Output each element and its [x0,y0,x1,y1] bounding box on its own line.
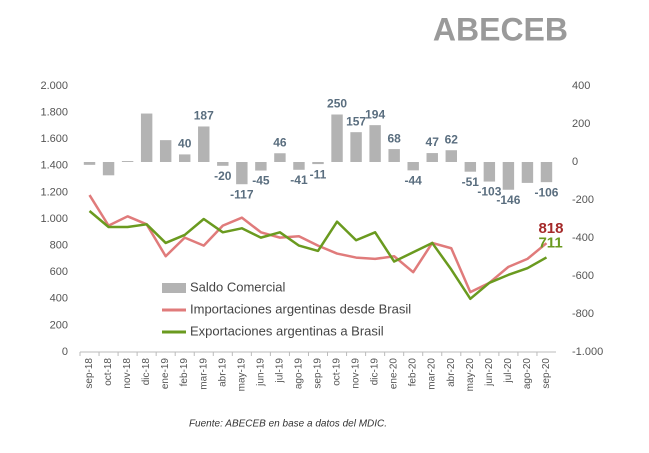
bar [445,150,457,162]
bar [198,126,210,162]
bar [521,162,534,183]
bar-value-label: 157 [346,114,366,128]
bar [331,114,343,162]
line [88,194,548,294]
bar-value-label: -45 [252,174,270,188]
y2-tick-label: 0 [572,156,578,168]
bar-value-label: -11 [310,167,327,181]
x-tick-label: dic-18 [141,358,152,386]
source-note: Fuente: ABECEB en base a datos del MDIC. [189,419,387,430]
bar [102,162,115,176]
y-tick-label: 1.000 [40,213,68,225]
bar [312,162,324,165]
x-tick-label: ene-19 [160,358,171,390]
bar [369,125,381,162]
bar [121,161,134,162]
bar-value-label: -51 [462,175,480,189]
bar-value-label: -117 [230,187,254,201]
x-tick-label: may-20 [465,358,476,392]
bar [179,154,191,162]
x-tick-label: ago-20 [522,358,533,390]
bar [293,162,305,170]
x-tick-label: oct-19 [332,358,343,386]
y-tick-label: 1.200 [40,186,68,198]
y-tick-label: 0 [62,346,68,358]
y2-tick-label: -200 [572,194,594,206]
line [88,210,548,301]
x-tick-label: nov-19 [351,358,362,389]
x-tick-label: feb-20 [408,358,419,387]
line-value-label: 818 [538,220,563,237]
bar [140,113,153,162]
y2-tick-label: -1.000 [572,346,603,358]
bar [83,162,96,165]
bar [159,140,172,162]
x-tick-label: ene-20 [389,358,400,390]
bar [540,162,553,183]
bar-value-label: -20 [214,169,232,183]
x-tick-label: oct-18 [103,358,114,386]
bar-value-label: -106 [534,185,558,199]
x-tick-label: abr-19 [217,358,228,387]
bar-value-label: 68 [387,131,401,145]
bar [407,162,419,171]
legend-label: Importaciones argentinas desde Brasil [190,301,411,316]
bar [217,162,229,166]
bar [350,132,362,162]
x-tick-label: jun-19 [255,358,266,387]
x-tick-label: feb-19 [179,358,190,387]
bar-value-label: -44 [405,174,423,188]
legend-label: Exportaciones argentinas a Brasil [190,323,384,338]
bar-value-label: -146 [496,193,520,207]
x-tick-label: sep-20 [541,358,552,389]
bar-value-label: 194 [365,107,385,121]
x-tick-label: ago-19 [293,358,304,390]
y-tick-label: 2.000 [40,80,68,92]
y-tick-label: 600 [50,266,68,278]
y-tick-label: 1.800 [40,107,68,119]
bar-value-label: 47 [426,135,440,149]
bar-value-label: 46 [273,135,287,149]
y-tick-label: 400 [50,293,68,305]
y-tick-label: 800 [50,240,68,252]
bar [464,162,477,172]
legend-swatch [162,283,186,293]
y2-tick-label: -600 [572,270,594,282]
y2-tick-label: -800 [572,308,594,320]
bar-value-label: -103 [477,185,501,199]
x-tick-label: jul-19 [274,358,285,384]
legend-label: Saldo Comercial [190,279,285,294]
y-tick-label: 1.600 [40,133,68,145]
bar [388,149,400,162]
y2-tick-label: 200 [572,118,590,130]
x-tick-label: mar-19 [198,358,209,390]
bar-value-label: 187 [194,109,214,123]
bar [483,162,496,182]
x-tick-label: nov-18 [122,358,133,389]
x-tick-label: sep-19 [313,358,324,389]
bar [255,162,267,171]
x-tick-label: abr-20 [446,358,457,387]
y2-tick-label: -400 [572,232,594,244]
y-tick-label: 200 [50,319,68,331]
line-value-label: 711 [538,234,562,251]
bar-value-label: 40 [178,137,192,151]
bar [274,153,286,162]
y-tick-label: 1.400 [40,160,68,172]
y2-tick-label: 400 [572,80,590,92]
x-tick-label: mar-20 [427,358,438,390]
x-tick-label: jul-20 [503,358,514,384]
x-tick-label: may-19 [236,358,247,392]
x-tick-label: dic-19 [370,358,381,386]
bar [426,153,438,162]
x-tick-label: jun-20 [484,358,495,387]
bar [236,162,248,185]
bar-value-label: 62 [445,132,459,146]
bar [502,162,515,190]
brand-logo: ABECEB [433,11,568,47]
x-tick-label: sep-18 [84,358,95,389]
bar-value-label: -41 [290,173,308,187]
bar-value-label: 250 [327,97,347,111]
